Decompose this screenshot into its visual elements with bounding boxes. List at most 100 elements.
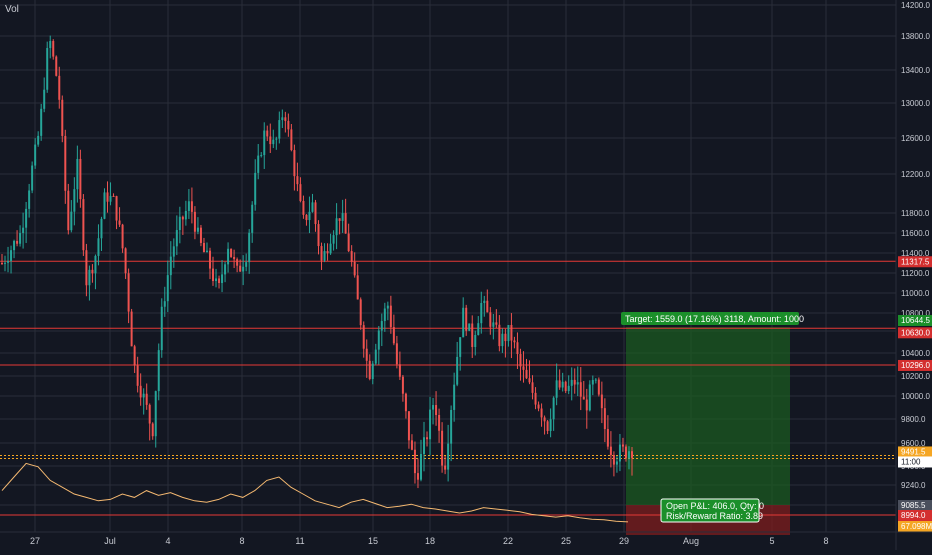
indicator-label: Vol <box>5 4 19 15</box>
candle-body <box>552 397 555 420</box>
candle-body <box>299 184 302 201</box>
candle-body <box>221 274 224 283</box>
candle-body <box>112 195 115 197</box>
candle-body <box>465 307 468 331</box>
candle-body <box>257 155 260 173</box>
candle-body <box>290 129 293 151</box>
candle-body <box>353 261 356 276</box>
candle-body <box>624 446 627 459</box>
candle-body <box>573 379 576 385</box>
candle-body <box>169 256 172 276</box>
y-tick-label: 10800.0 <box>901 309 930 318</box>
candle-body <box>444 465 447 470</box>
y-tick-label: 11000.0 <box>901 289 930 298</box>
candle-body <box>570 379 573 386</box>
candle-body <box>350 251 353 262</box>
pnl-label: Open P&L: 406.0, Qty: 0 <box>666 501 764 511</box>
candle-body <box>154 391 157 437</box>
candle-body <box>148 404 151 424</box>
candle-body <box>314 202 317 225</box>
candle-body <box>28 190 31 209</box>
candle-body <box>332 235 335 244</box>
price-badge <box>898 359 932 371</box>
candle-body <box>540 408 543 418</box>
price-badge <box>898 510 932 521</box>
candle-body <box>230 248 233 257</box>
candle-body <box>567 385 570 392</box>
candle-body <box>293 150 296 177</box>
y-tick-label: 9600.0 <box>901 439 926 448</box>
candle-body <box>103 192 106 219</box>
candle-body <box>100 218 103 239</box>
candle-body <box>438 414 441 431</box>
candle-body <box>371 363 374 379</box>
candle-body <box>383 308 386 322</box>
candle-body <box>37 135 40 145</box>
candle-body <box>594 379 597 381</box>
candle-body <box>392 327 395 344</box>
candle-body <box>317 224 320 247</box>
candle-body <box>239 265 242 272</box>
candle-body <box>133 346 136 366</box>
candle-body <box>251 204 254 233</box>
candle-body <box>22 227 25 234</box>
candle-body <box>199 227 202 243</box>
candle-body <box>175 230 178 247</box>
candle-body <box>25 208 28 228</box>
candle-body <box>320 246 323 261</box>
candle-body <box>612 455 615 465</box>
candle-body <box>287 120 290 130</box>
candle-body <box>208 250 211 269</box>
price-badge <box>898 446 932 458</box>
x-tick-label: 22 <box>503 536 513 546</box>
candle-body <box>121 224 124 249</box>
price-badge-label: 10630.0 <box>901 328 930 337</box>
candle-body <box>227 248 230 265</box>
candle-body <box>245 262 248 267</box>
target-zone <box>626 326 790 505</box>
candle-body <box>513 340 516 343</box>
candle-body <box>615 461 618 465</box>
candle-body <box>423 437 426 455</box>
candle-body <box>338 218 341 221</box>
price-badge <box>898 500 932 511</box>
candle-body <box>79 158 82 200</box>
candle-body <box>40 108 43 136</box>
x-tick-label: Aug <box>683 536 699 546</box>
candle-body <box>193 211 196 232</box>
candle-body <box>486 300 489 313</box>
candle-body <box>603 408 606 430</box>
candle-body <box>621 444 624 447</box>
candle-body <box>480 303 483 324</box>
candle-body <box>205 250 208 253</box>
candle-body <box>73 189 76 212</box>
candle-body <box>326 251 329 254</box>
candle-body <box>510 325 513 341</box>
candle-body <box>115 196 118 221</box>
candle-body <box>242 266 245 272</box>
candle-body <box>233 256 236 260</box>
candle-body <box>1 263 3 264</box>
candle-body <box>597 379 600 395</box>
candle-body <box>157 350 160 392</box>
candle-body <box>172 246 175 257</box>
candle-body <box>356 275 359 300</box>
candle-body <box>627 451 630 459</box>
y-tick-label: 13800.0 <box>901 32 930 41</box>
candle-body <box>281 117 284 121</box>
y-tick-label: 11400.0 <box>901 249 930 258</box>
candle-body <box>67 190 70 231</box>
candle-body <box>308 211 311 221</box>
candle-body <box>269 136 272 145</box>
candle-body <box>453 384 456 410</box>
candle-body <box>76 158 79 190</box>
candle-body <box>145 393 148 405</box>
candle-body <box>416 473 419 480</box>
candle-body <box>10 250 13 261</box>
candle-body <box>236 259 239 266</box>
volume-line <box>1 462 629 523</box>
candle-body <box>106 192 109 202</box>
price-badge <box>898 314 932 326</box>
